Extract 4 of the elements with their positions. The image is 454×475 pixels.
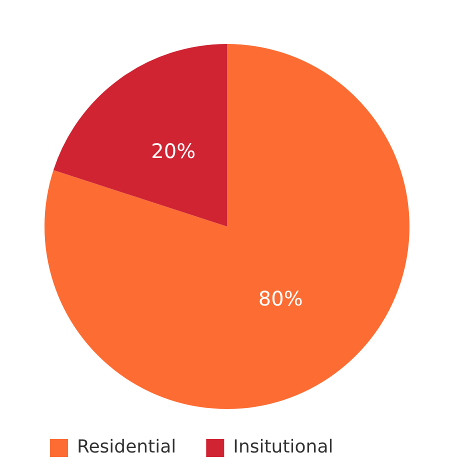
legend-label: Residential (77, 436, 176, 458)
data-label: 20% (151, 138, 196, 163)
legend-label: Insitutional (233, 436, 334, 458)
data-label: 80% (258, 286, 303, 311)
